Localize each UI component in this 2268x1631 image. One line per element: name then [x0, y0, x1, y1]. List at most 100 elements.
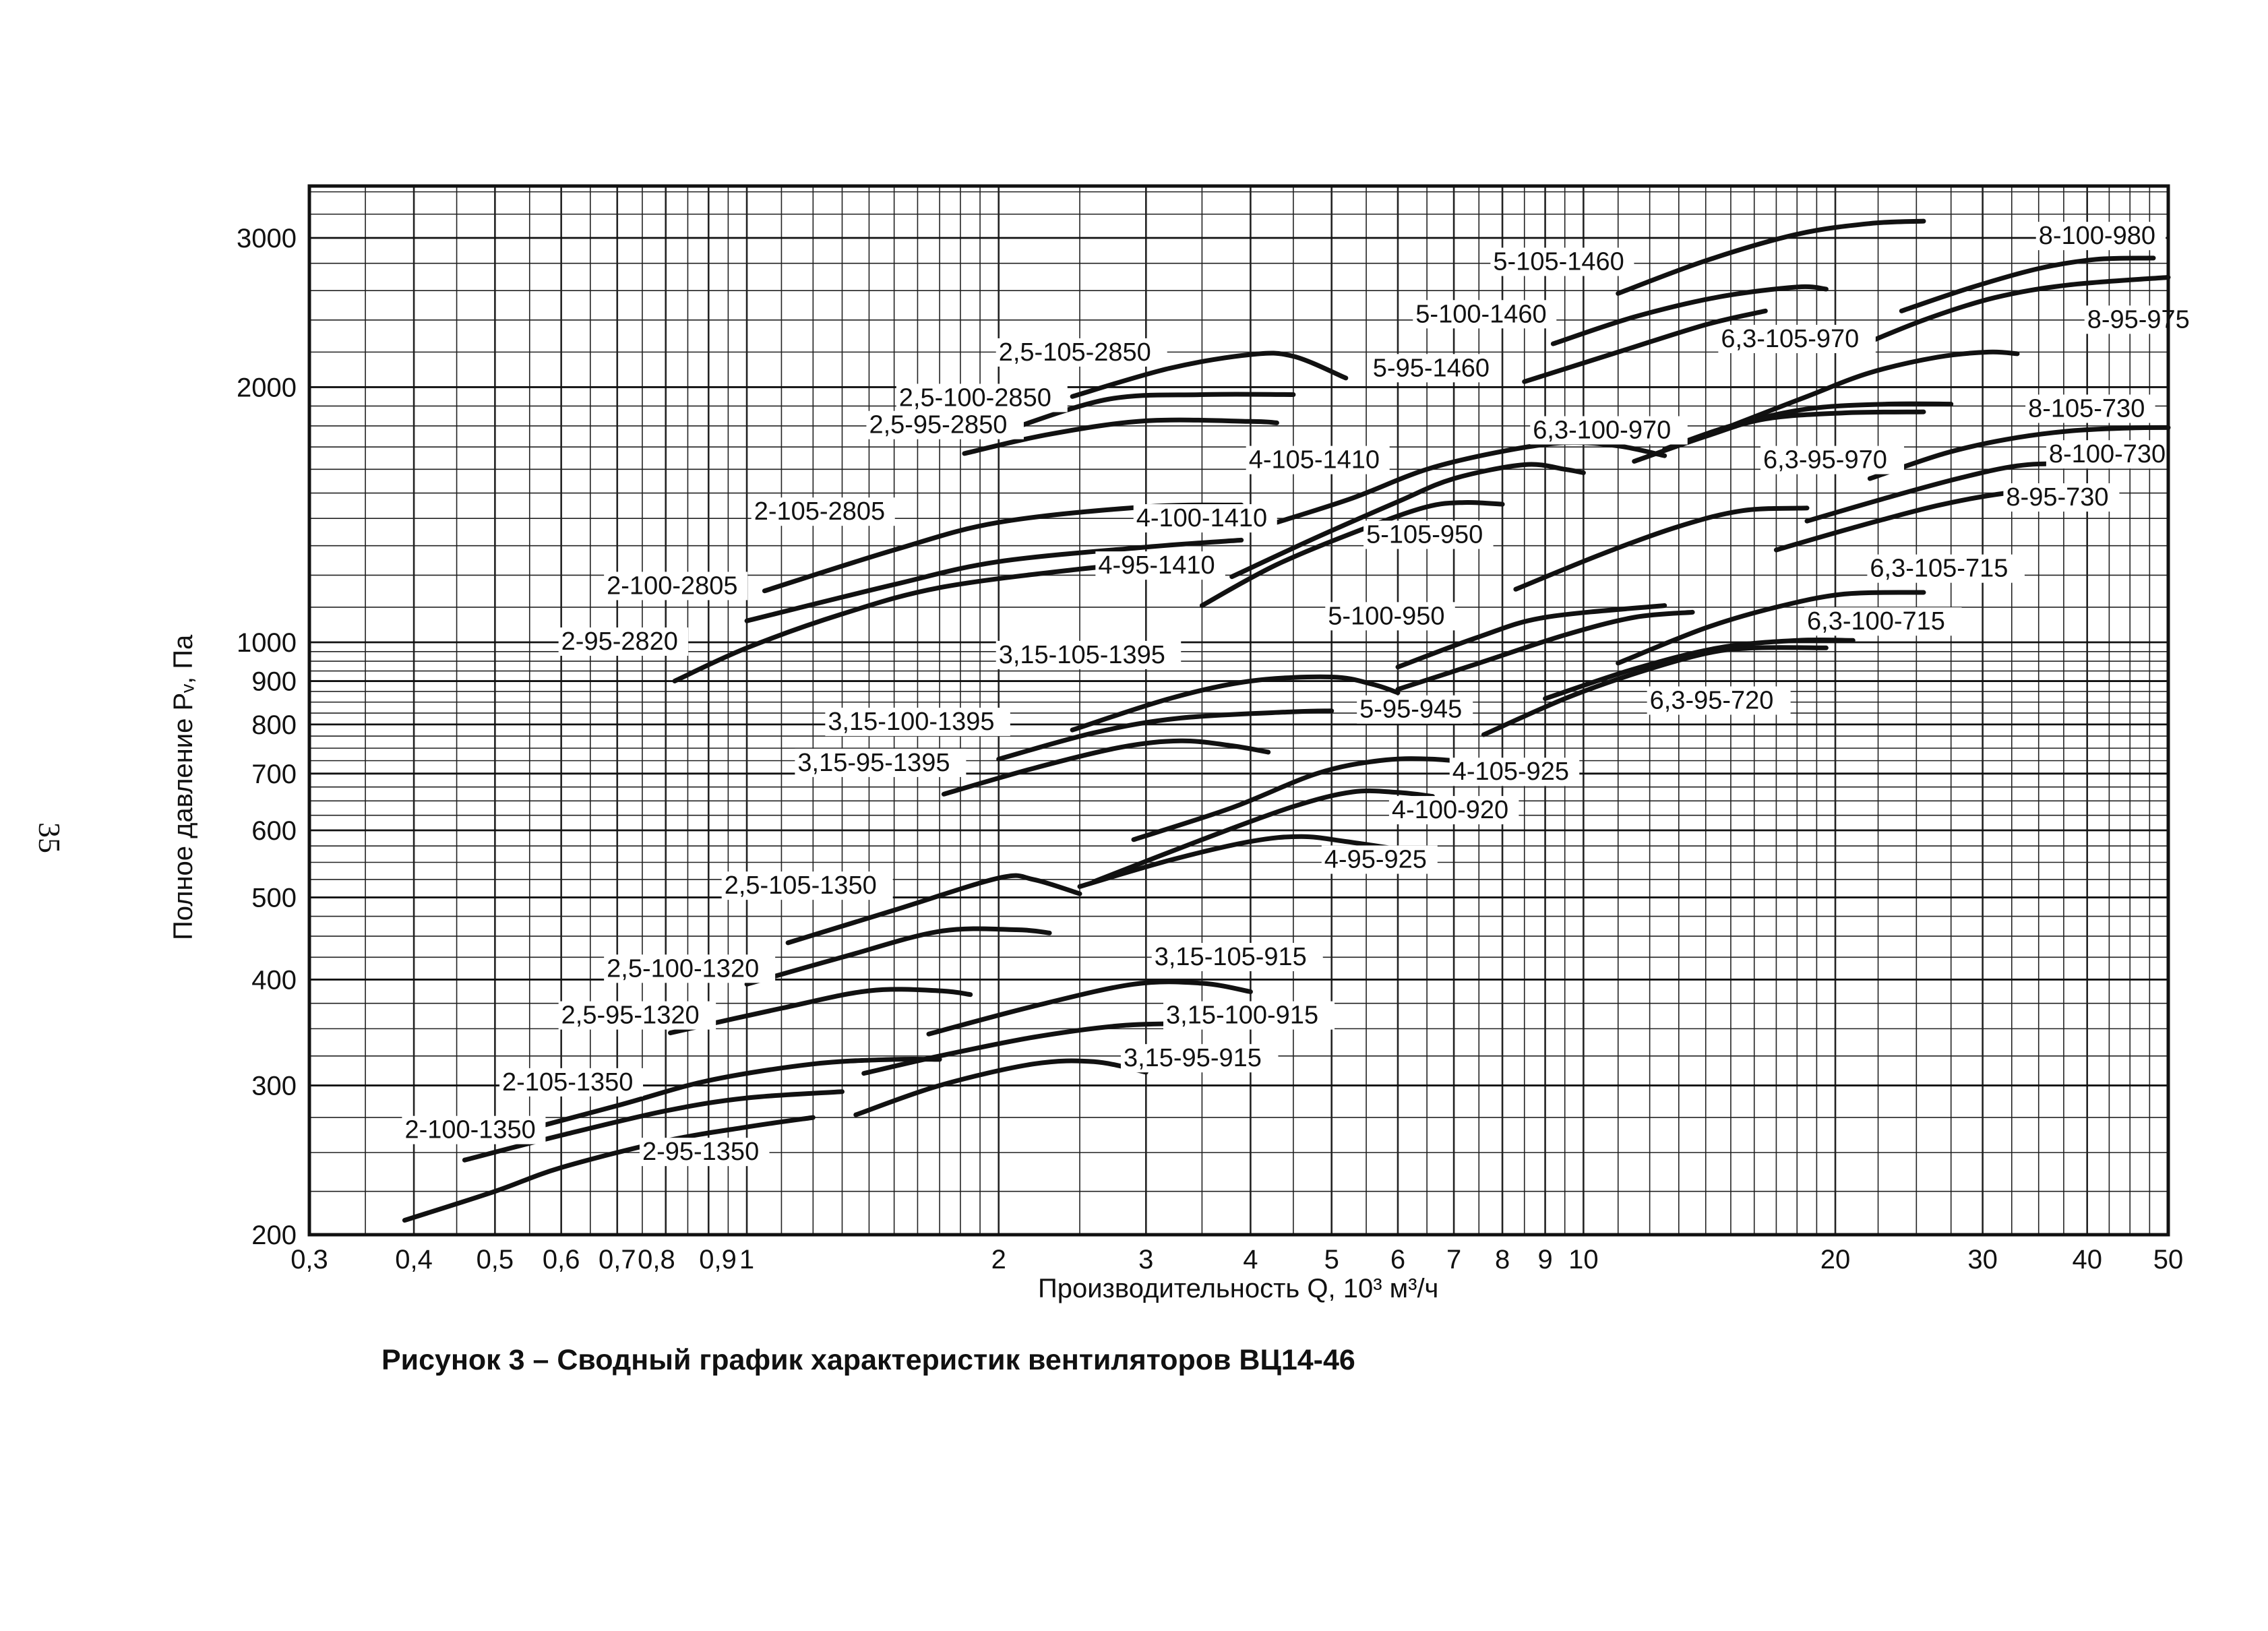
x-tick-label: 9	[1537, 1245, 1552, 1274]
curve-8-100-980	[1899, 255, 2156, 313]
curve-label-2,5-105-2850: 2,5-105-2850	[999, 338, 1151, 367]
curve-3,15-105-1395	[1070, 674, 1401, 733]
curve-label-5-95-1460: 5-95-1460	[1373, 354, 1490, 382]
curve-label-bg	[1449, 758, 1580, 787]
curve-label-3,15-95-1395: 3,15-95-1395	[797, 749, 950, 777]
y-tick-label: 700	[251, 760, 297, 789]
curve-label-bg	[1804, 607, 1962, 636]
curve-8-105-730	[1867, 425, 2171, 481]
x-tick-label: 30	[1967, 1245, 1998, 1274]
curve-2,5-95-2850	[962, 417, 1279, 456]
curve-label-bg	[995, 338, 1167, 367]
curve-4-100-920	[1091, 788, 1435, 884]
curve-5-100-950	[1395, 609, 1695, 692]
curve-label-4-105-1410: 4-105-1410	[1249, 446, 1380, 474]
x-axis-ticks: 0,3 0,4 0,5 0,6 0,7 0,8 0,9 1 2 3 4 5 6 7 8 9 10 20 30 40 50	[290, 1245, 2183, 1274]
chart-grid	[309, 186, 2168, 1236]
y-tick-label: 900	[251, 667, 297, 697]
curve-label-bg	[751, 497, 895, 526]
x-tick-label: 8	[1495, 1245, 1510, 1274]
curve-label-bg	[1321, 845, 1438, 874]
y-tick-label: 2000	[237, 373, 297, 402]
curve-label-bg	[1490, 247, 1634, 276]
curve-2-100-1350	[462, 1089, 845, 1163]
curve-label-bg	[1133, 504, 1277, 533]
curve-label-6,3-100-715: 6,3-100-715	[1807, 607, 1945, 636]
curve-label-3,15-105-1395: 3,15-105-1395	[999, 641, 1165, 669]
curve-label-bg	[2046, 440, 2176, 469]
curve-label-6,3-105-970: 6,3-105-970	[1721, 325, 1859, 353]
x-tick-label: 0,6	[543, 1245, 580, 1274]
curve-5-100-1460	[1550, 284, 1829, 346]
curve-labels: 2-95-1350 2-100-1350 2-105-1350 2,5-95-1320…	[402, 222, 2201, 1167]
y-tick-label: 800	[251, 710, 297, 740]
curve-label-2,5-105-1350: 2,5-105-1350	[725, 871, 877, 900]
curve-4-105-1410	[1274, 440, 1667, 525]
x-tick-label: 2	[991, 1245, 1006, 1274]
plot-frame	[307, 184, 2170, 1237]
curve-label-bg	[402, 1115, 546, 1144]
curve-3,15-105-915	[926, 979, 1253, 1037]
curve-label-2-105-1350: 2-105-1350	[502, 1068, 633, 1097]
curve-5-95-945	[1395, 603, 1667, 670]
curve-2-95-1350	[402, 1115, 816, 1223]
curve-2,5-95-1320	[668, 987, 973, 1036]
curve-label-2-100-1350: 2-100-1350	[404, 1116, 535, 1144]
curve-2,5-100-2850	[1005, 392, 1296, 433]
curve-label-5-100-1460: 5-100-1460	[1415, 300, 1546, 328]
curve-label-bg	[639, 1138, 770, 1167]
curve-label-8-95-730: 8-95-730	[2006, 483, 2108, 512]
curve-label-bg	[1095, 551, 1225, 580]
curve-label-4-95-925: 4-95-925	[1324, 846, 1427, 874]
x-tick-label: 3	[1138, 1245, 1153, 1274]
curve-label-3,15-105-915: 3,15-105-915	[1155, 943, 1307, 971]
curve-6,3-95-720	[1481, 645, 1829, 737]
curve-3,15-95-1395	[941, 738, 1271, 797]
x-tick-label: 20	[1820, 1245, 1851, 1274]
curve-label-bg	[1246, 445, 1390, 474]
curve-label-6,3-105-715: 6,3-105-715	[1870, 555, 2008, 583]
curve-6,3-100-970	[1662, 401, 1954, 452]
curve-label-bg	[721, 871, 893, 900]
y-tick-label: 500	[251, 884, 297, 913]
curve-label-bg	[604, 572, 748, 601]
curve-4-100-1410	[1229, 462, 1586, 580]
curve-label-bg	[825, 708, 1010, 737]
curve-4-95-925	[1077, 834, 1401, 889]
x-tick-label: 0,3	[290, 1245, 328, 1274]
curve-label-bg	[499, 1068, 644, 1097]
curve-5-105-1460	[1616, 218, 1926, 296]
curve-label-3,15-95-915: 3,15-95-915	[1124, 1044, 1262, 1072]
curve-label-bg	[1151, 943, 1323, 972]
curve-label-4-100-1410: 4-100-1410	[1136, 504, 1267, 532]
y-tick-label: 400	[251, 965, 297, 995]
curve-label-bg	[2025, 394, 2155, 423]
curve-label-bg	[2035, 222, 2166, 251]
curve-label-bg	[1120, 1044, 1279, 1073]
x-tick-label: 40	[2072, 1245, 2102, 1274]
curve-label-5-105-950: 5-105-950	[1366, 521, 1483, 549]
curve-6,3-105-715	[1616, 590, 1926, 666]
curve-3,15-100-1395	[996, 708, 1335, 762]
x-tick-label: 7	[1446, 1245, 1461, 1274]
curve-label-bg	[1357, 695, 1473, 724]
curve-label-bg	[1363, 520, 1494, 549]
x-tick-label: 6	[1390, 1245, 1405, 1274]
curve-label-bg	[1388, 796, 1519, 825]
curve-2-105-1350	[492, 1056, 942, 1141]
curve-label-bg	[896, 383, 1068, 412]
curve-label-bg	[1647, 686, 1791, 715]
x-tick-label: 0,8	[638, 1245, 675, 1274]
figure-caption: Рисунок 3 – Сводный график характеристик…	[381, 1344, 1355, 1376]
x-tick-label: 10	[1568, 1245, 1599, 1274]
curve-label-2,5-100-1320: 2,5-100-1320	[607, 954, 759, 983]
curve-label-8-100-980: 8-100-980	[2039, 222, 2155, 250]
curve-label-2,5-100-2850: 2,5-100-2850	[899, 383, 1051, 412]
curve-8-95-975	[1850, 275, 2171, 351]
curve-label-5-95-945: 5-95-945	[1359, 696, 1462, 724]
curve-label-bg	[866, 410, 1024, 439]
curve-label-bg	[1370, 354, 1500, 383]
y-tick-label: 300	[251, 1072, 297, 1101]
page-number: 35	[32, 822, 67, 853]
